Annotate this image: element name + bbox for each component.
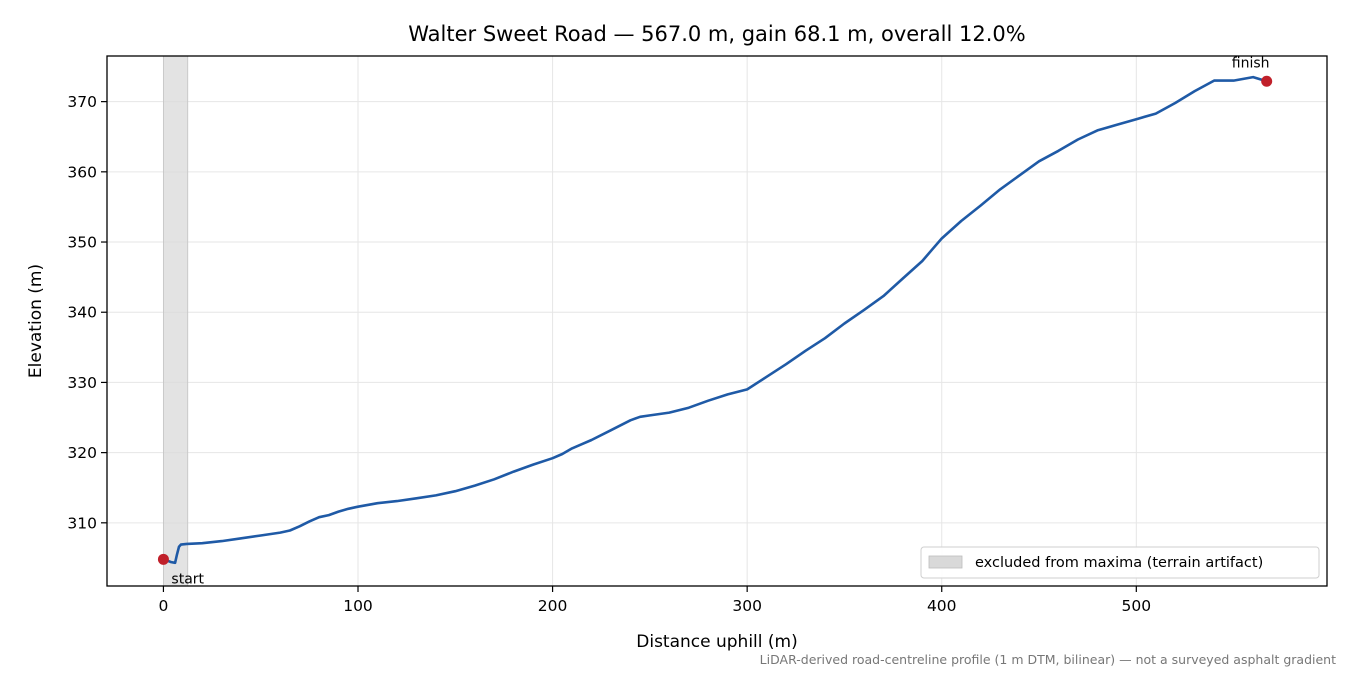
x-tick-label: 0 — [158, 597, 168, 615]
x-axis-label: Distance uphill (m) — [636, 632, 797, 652]
grid-lines — [107, 56, 1327, 586]
chart-title: Walter Sweet Road — 567.0 m, gain 68.1 m… — [408, 22, 1026, 46]
excluded-region — [163, 55, 189, 587]
y-tick-label: 350 — [67, 234, 97, 252]
legend-swatch — [928, 555, 963, 569]
start-label: start — [171, 571, 204, 587]
series-layer — [162, 75, 1268, 565]
start-point — [157, 553, 169, 565]
x-tick-label: 300 — [732, 597, 762, 615]
excluded-region-layer — [163, 55, 189, 587]
x-axis-ticks: 0 100 200 300 400 500 — [158, 586, 1151, 615]
y-axis-label: Elevation (m) — [26, 264, 46, 378]
endpoint-markers: start finish — [157, 55, 1273, 587]
legend-box — [920, 546, 1320, 579]
y-tick-label: 310 — [67, 514, 97, 532]
x-tick-label: 400 — [927, 597, 957, 615]
finish-label: finish — [1232, 55, 1270, 71]
x-tick-label: 200 — [538, 597, 568, 615]
legend-label-excluded: excluded from maxima (terrain artifact) — [975, 555, 1263, 571]
y-tick-label: 340 — [67, 304, 97, 322]
elevation-line — [162, 75, 1268, 565]
x-tick-label: 500 — [1122, 597, 1152, 615]
y-axis-ticks: 310 320 330 340 350 360 370 — [67, 93, 107, 532]
y-tick-label: 330 — [67, 374, 97, 392]
finish-point — [1261, 75, 1273, 87]
y-tick-label: 360 — [67, 163, 97, 181]
y-tick-label: 320 — [67, 444, 97, 462]
y-tick-label: 370 — [67, 93, 97, 111]
legend: excluded from maxima (terrain artifact) — [920, 546, 1320, 579]
footnote: LiDAR-derived road-centreline profile (1… — [760, 652, 1336, 667]
x-tick-label: 100 — [343, 597, 373, 615]
plot-frame — [106, 55, 1328, 587]
